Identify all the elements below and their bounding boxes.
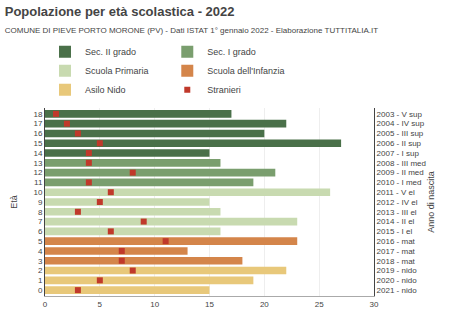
svg-text:2019 - nido: 2019 - nido bbox=[377, 266, 418, 275]
svg-text:4: 4 bbox=[38, 247, 43, 256]
svg-text:20: 20 bbox=[260, 300, 269, 309]
svg-text:Stranieri: Stranieri bbox=[207, 85, 241, 95]
svg-text:Scuola dell'Infanzia: Scuola dell'Infanzia bbox=[207, 66, 284, 76]
svg-text:2016 - mat: 2016 - mat bbox=[377, 237, 416, 246]
svg-text:14: 14 bbox=[33, 149, 42, 158]
svg-text:30: 30 bbox=[370, 300, 379, 309]
svg-text:12: 12 bbox=[33, 168, 42, 177]
svg-text:2018 - mat: 2018 - mat bbox=[377, 257, 416, 266]
svg-text:5: 5 bbox=[98, 300, 103, 309]
svg-text:15: 15 bbox=[205, 300, 214, 309]
svg-text:2007 - I sup: 2007 - I sup bbox=[377, 149, 420, 158]
svg-text:2004 - IV sup: 2004 - IV sup bbox=[377, 119, 425, 128]
svg-text:6: 6 bbox=[38, 227, 43, 236]
svg-text:Popolazione per età scolastica: Popolazione per età scolastica - 2022COM… bbox=[5, 4, 379, 35]
svg-text:Anno di nascita: Anno di nascita bbox=[426, 171, 436, 233]
svg-text:7: 7 bbox=[38, 217, 43, 226]
svg-text:2009 - II med: 2009 - II med bbox=[377, 168, 424, 177]
svg-text:2010 - I med: 2010 - I med bbox=[377, 178, 422, 187]
svg-text:18: 18 bbox=[33, 110, 42, 119]
svg-text:0: 0 bbox=[43, 300, 48, 309]
svg-text:25: 25 bbox=[315, 300, 324, 309]
svg-text:9: 9 bbox=[38, 198, 43, 207]
svg-text:2006 - II sup: 2006 - II sup bbox=[377, 139, 422, 148]
svg-text:0: 0 bbox=[38, 286, 43, 295]
svg-text:11: 11 bbox=[34, 178, 43, 187]
svg-text:16: 16 bbox=[33, 129, 42, 138]
svg-text:2021 - nido: 2021 - nido bbox=[377, 286, 418, 295]
svg-text:1: 1 bbox=[38, 276, 43, 285]
svg-text:13: 13 bbox=[33, 159, 42, 168]
svg-text:5: 5 bbox=[38, 237, 43, 246]
svg-text:2008 - III med: 2008 - III med bbox=[377, 159, 426, 168]
svg-text:15: 15 bbox=[33, 139, 42, 148]
svg-text:2017 - mat: 2017 - mat bbox=[377, 247, 416, 256]
svg-text:2014 - II el: 2014 - II el bbox=[377, 217, 415, 226]
svg-text:2020 - nido: 2020 - nido bbox=[377, 276, 418, 285]
svg-text:8: 8 bbox=[38, 208, 43, 217]
svg-text:Sec. II grado: Sec. II grado bbox=[85, 47, 136, 57]
svg-text:2011 - V el: 2011 - V el bbox=[377, 188, 415, 197]
svg-text:2003 - V sup: 2003 - V sup bbox=[377, 110, 423, 119]
svg-text:2015 - I el: 2015 - I el bbox=[377, 227, 413, 236]
svg-text:2: 2 bbox=[38, 266, 43, 275]
svg-text:2012 - IV el: 2012 - IV el bbox=[377, 198, 418, 207]
svg-text:Età: Età bbox=[9, 195, 19, 209]
svg-text:Sec. I grado: Sec. I grado bbox=[207, 47, 256, 57]
svg-text:Asilo Nido: Asilo Nido bbox=[85, 85, 126, 95]
svg-text:10: 10 bbox=[150, 300, 159, 309]
svg-text:2005 - III sup: 2005 - III sup bbox=[377, 129, 424, 138]
svg-text:2013 - III el: 2013 - III el bbox=[377, 208, 417, 217]
svg-text:Scuola Primaria: Scuola Primaria bbox=[85, 66, 149, 76]
svg-text:17: 17 bbox=[33, 119, 42, 128]
svg-text:3: 3 bbox=[38, 257, 43, 266]
svg-text:10: 10 bbox=[33, 188, 42, 197]
